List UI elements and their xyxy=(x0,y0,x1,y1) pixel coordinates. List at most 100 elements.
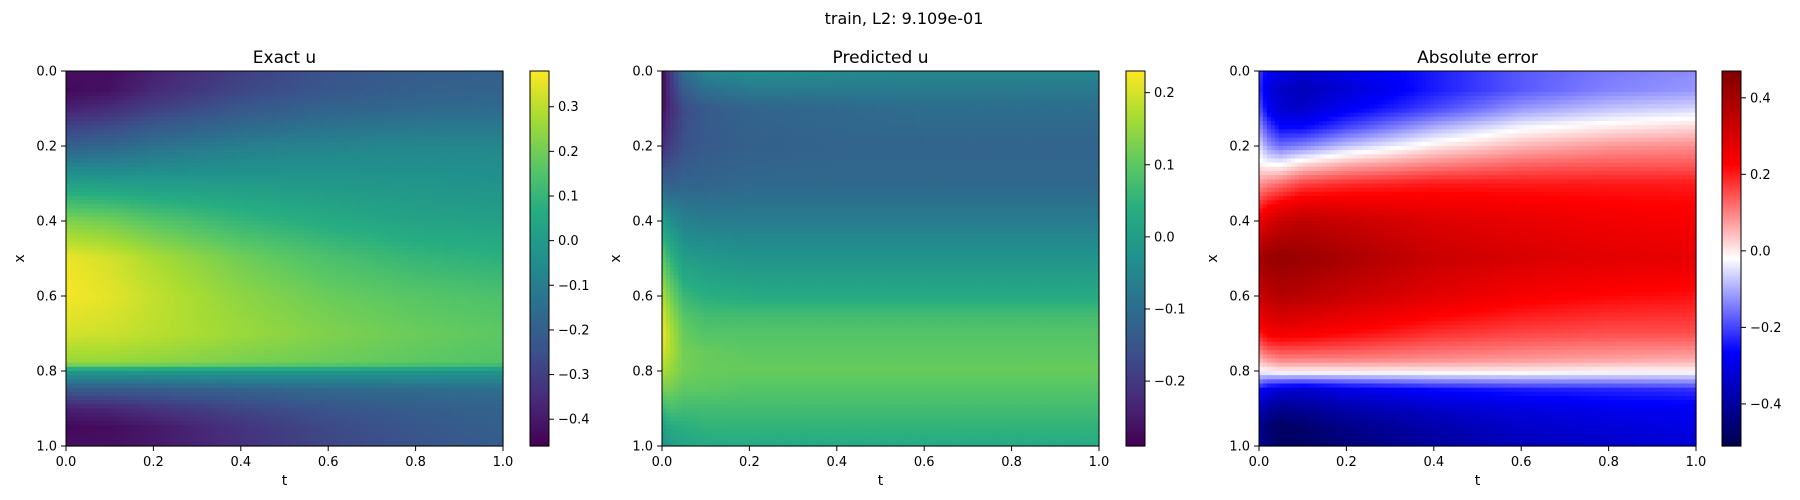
heatmap-cell xyxy=(395,104,401,110)
heatmap-cell xyxy=(113,191,119,197)
heatmap-cell xyxy=(304,204,309,210)
heatmap-cell xyxy=(320,237,325,243)
heatmap-cell xyxy=(212,175,218,180)
heatmap-cell xyxy=(332,162,337,168)
heatmap-cell xyxy=(216,133,222,139)
heatmap-cell xyxy=(77,216,83,222)
heatmap-cell xyxy=(173,79,178,85)
heatmap-cell xyxy=(499,104,504,110)
heatmap-cell xyxy=(69,204,75,210)
heatmap-cell xyxy=(177,71,182,76)
heatmap-cell xyxy=(491,96,496,101)
heatmap-cell xyxy=(399,216,405,222)
heatmap-cell xyxy=(288,137,294,143)
heatmap-cell xyxy=(205,246,210,251)
heatmap-cell xyxy=(300,96,305,101)
heatmap-cell xyxy=(336,166,341,172)
heatmap-cell xyxy=(407,241,413,247)
heatmap-cell xyxy=(220,216,226,222)
heatmap-cell xyxy=(189,133,194,139)
heatmap-cell xyxy=(228,250,234,255)
heatmap-cell xyxy=(340,208,345,214)
heatmap-cell xyxy=(423,133,429,139)
heatmap-cell xyxy=(173,216,178,222)
heatmap-cell xyxy=(427,96,433,101)
heatmap-cell xyxy=(252,104,258,110)
heatmap-cell xyxy=(161,191,166,197)
heatmap-cell xyxy=(129,141,135,147)
heatmap-cell xyxy=(336,79,341,85)
heatmap-cell xyxy=(209,141,214,147)
heatmap-cell xyxy=(165,133,170,139)
heatmap-cell xyxy=(419,237,425,243)
heatmap-cell xyxy=(375,221,381,226)
heatmap-cell xyxy=(435,79,441,85)
heatmap-cell xyxy=(232,125,238,130)
heatmap-cell xyxy=(201,87,206,93)
heatmap-cell xyxy=(129,129,135,135)
heatmap-cell xyxy=(157,216,162,222)
heatmap-cell xyxy=(296,75,301,80)
heatmap-cell xyxy=(443,71,448,76)
heatmap-cell xyxy=(85,250,91,255)
heatmap-cell xyxy=(165,137,170,143)
heatmap-cell xyxy=(407,175,413,180)
heatmap-cell xyxy=(77,137,83,143)
heatmap-cell xyxy=(153,196,158,201)
heatmap-cell xyxy=(487,183,492,189)
heatmap-cell xyxy=(399,241,405,247)
heatmap-cell xyxy=(133,175,139,180)
heatmap-cell xyxy=(272,204,278,210)
heatmap-cell xyxy=(292,187,298,193)
heatmap-cell xyxy=(288,179,294,185)
heatmap-cell xyxy=(224,137,230,143)
heatmap-cell xyxy=(328,204,333,210)
heatmap-cell xyxy=(117,91,123,97)
heatmap-cell xyxy=(387,225,393,230)
heatmap-cell xyxy=(443,83,448,89)
heatmap-cell xyxy=(133,137,139,143)
heatmap-cell xyxy=(252,204,258,210)
heatmap-cell xyxy=(93,254,99,260)
heatmap-cell xyxy=(77,129,83,135)
heatmap-cell xyxy=(367,221,373,226)
heatmap-cell xyxy=(387,171,393,176)
heatmap-cell xyxy=(153,212,158,218)
heatmap-cell xyxy=(197,116,202,122)
heatmap-cell xyxy=(459,137,464,143)
heatmap-cell xyxy=(431,104,437,110)
heatmap-cell xyxy=(340,221,345,226)
heatmap-cell xyxy=(216,108,222,114)
heatmap-cell xyxy=(352,166,357,172)
heatmap-cell xyxy=(272,87,278,93)
heatmap-cell xyxy=(173,141,178,147)
heatmap-cell xyxy=(455,221,460,226)
heatmap-cell xyxy=(256,121,262,126)
heatmap-cell xyxy=(212,71,218,76)
heatmap-cell xyxy=(459,96,464,101)
heatmap-cell xyxy=(447,116,452,122)
heatmap-cell xyxy=(336,158,341,164)
heatmap-cell xyxy=(471,246,476,251)
heatmap-cell xyxy=(471,150,476,155)
heatmap-cell xyxy=(105,121,111,126)
heatmap-cell xyxy=(193,121,198,126)
heatmap-cell xyxy=(212,96,218,101)
heatmap-cell xyxy=(284,241,290,247)
heatmap-cell xyxy=(193,104,198,110)
heatmap-cell xyxy=(379,216,385,222)
heatmap-cell xyxy=(89,137,95,143)
heatmap-cell xyxy=(69,212,75,218)
heatmap-cell xyxy=(320,125,325,130)
heatmap-cell xyxy=(69,196,75,201)
heatmap-cell xyxy=(165,75,170,80)
heatmap-cell xyxy=(328,216,333,222)
heatmap-cell xyxy=(403,121,409,126)
heatmap-cell xyxy=(324,196,329,201)
heatmap-cell xyxy=(387,208,393,214)
heatmap-cell xyxy=(173,179,178,185)
heatmap-cell xyxy=(149,216,154,222)
heatmap-cell xyxy=(411,104,417,110)
heatmap-cell xyxy=(201,225,206,230)
heatmap-cell xyxy=(197,183,202,189)
